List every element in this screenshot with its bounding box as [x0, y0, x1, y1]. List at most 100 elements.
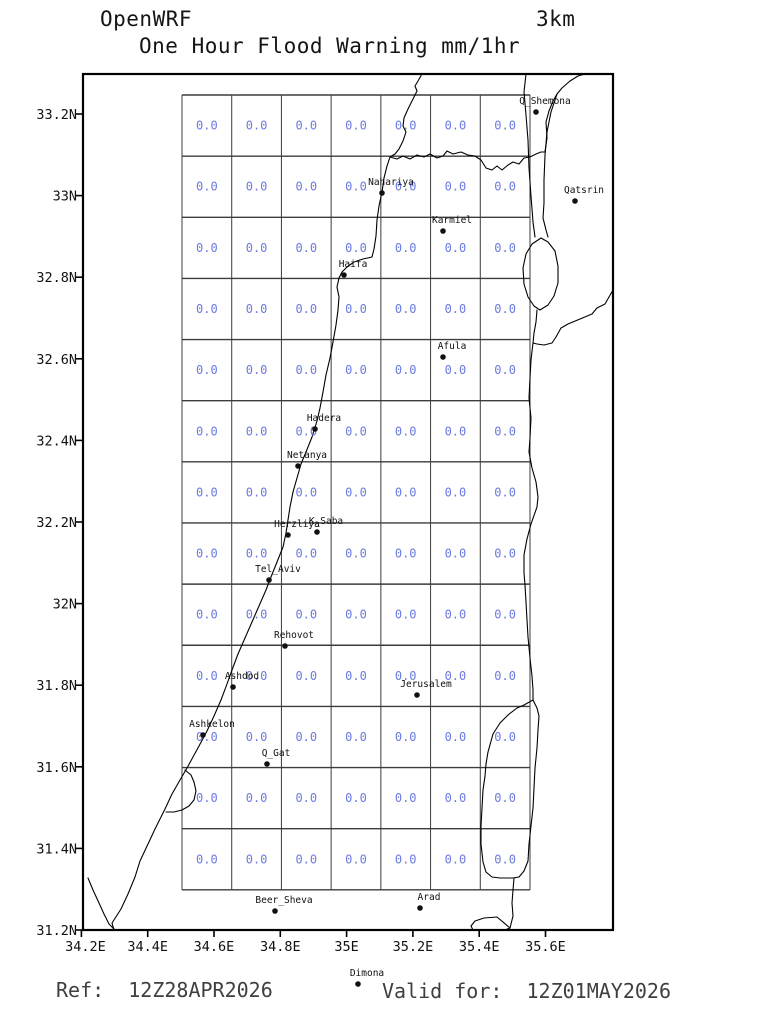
- grid-cell-value: 0.0: [345, 608, 367, 622]
- grid-cell-value: 0.0: [196, 852, 218, 866]
- grid-cell-value: 0.0: [345, 180, 367, 194]
- jordan-river-south: [523, 309, 539, 701]
- grid-cell-value: 0.0: [445, 241, 467, 255]
- grid-cell-value: 0.0: [445, 119, 467, 133]
- grid-cell-value: 0.0: [494, 363, 516, 377]
- x-tick-label: 34.6E: [194, 939, 235, 955]
- city-label: Karmiel: [432, 215, 472, 226]
- city-marker: [266, 577, 272, 583]
- grid-cell-value: 0.0: [445, 730, 467, 744]
- city-label: Haifa: [339, 259, 368, 270]
- footer-ref-time: Ref: 12Z28APR2026: [56, 978, 273, 1002]
- city-marker: [440, 354, 446, 360]
- grid-cell-value: 0.0: [494, 669, 516, 683]
- grid-cell-value: 0.0: [494, 852, 516, 866]
- city-markers: Q_Shemona Qatsrin Nahariya Karmiel Haifa Aful…: [189, 96, 604, 987]
- y-axis-labels: 33.2N 33N 32.8N 32.6N 32.4N 32.2N 32N 31.8N 31.6…: [36, 107, 77, 939]
- grid-cell-value: 0.0: [345, 669, 367, 683]
- dead-sea-west-shore: [480, 699, 534, 879]
- city-marker: [379, 190, 385, 196]
- grid-cell-value: 0.0: [295, 791, 317, 805]
- grid-cell-value: 0.0: [246, 547, 268, 561]
- city-marker: [264, 761, 270, 767]
- grid-cell-value: 0.0: [395, 791, 417, 805]
- sea-of-galilee: [522, 237, 559, 311]
- city-marker: [341, 272, 347, 278]
- x-tick-label: 35.4E: [459, 939, 500, 955]
- grid-cell-value: 0.0: [295, 852, 317, 866]
- grid-cell-value: 0.0: [246, 180, 268, 194]
- x-tick-label: 34.8E: [260, 939, 301, 955]
- x-tick-label: 34.2E: [65, 939, 106, 955]
- city-label: Q_Shemona: [519, 96, 570, 107]
- city-marker: [285, 532, 291, 538]
- city-label: Afula: [438, 341, 467, 352]
- city-marker: [282, 643, 288, 649]
- grid-cell-value: 0.0: [395, 730, 417, 744]
- grid-cell-value: 0.0: [345, 730, 367, 744]
- coastline-main: [111, 156, 391, 931]
- grid-cell-value: 0.0: [246, 669, 268, 683]
- grid-cell-value: 0.0: [295, 363, 317, 377]
- grid-cell-value: 0.0: [246, 791, 268, 805]
- x-tick-label: 35.6E: [525, 939, 566, 955]
- grid-cell-value: 0.0: [445, 547, 467, 561]
- city-label: Arad: [418, 892, 441, 903]
- grid-cell-value: 0.0: [445, 791, 467, 805]
- grid-cell-value: 0.0: [196, 669, 218, 683]
- grid-cell-value: 0.0: [395, 608, 417, 622]
- grid-cell-value: 0.0: [345, 424, 367, 438]
- y-tick-label: 32.2N: [36, 515, 77, 531]
- y-tick-label: 32.8N: [36, 270, 77, 286]
- city-label: K_Saba: [309, 516, 343, 527]
- grid-cell-value: 0.0: [494, 485, 516, 499]
- city-marker: [200, 732, 206, 738]
- y-tick-label: 31.2N: [36, 923, 77, 939]
- grid-cell-value: 0.0: [494, 547, 516, 561]
- grid-cell-value: 0.0: [494, 241, 516, 255]
- grid-cell-value: 0.0: [445, 180, 467, 194]
- grid-cell-value: 0.0: [196, 608, 218, 622]
- grid-cell-value: 0.0: [445, 302, 467, 316]
- grid-cell-value: 0.0: [345, 119, 367, 133]
- grid-cell-value: 0.0: [295, 424, 317, 438]
- grid-cell-value: 0.0: [295, 669, 317, 683]
- grid-cell-value: 0.0: [295, 730, 317, 744]
- city-label: Q_Gat: [262, 748, 291, 759]
- x-tick-label: 35E: [334, 939, 358, 955]
- grid-cell-value: 0.0: [295, 608, 317, 622]
- grid-cell-value: 0.0: [246, 363, 268, 377]
- grid-cell-value: 0.0: [246, 302, 268, 316]
- grid-cell-value: 0.0: [246, 424, 268, 438]
- city-marker: [533, 109, 539, 115]
- city-label: Netanya: [287, 450, 327, 461]
- grid-cell-value: 0.0: [445, 852, 467, 866]
- grid-cell-value: 0.0: [295, 485, 317, 499]
- grid-cell-value: 0.0: [445, 424, 467, 438]
- grid-cell-value: 0.0: [395, 241, 417, 255]
- city-label: Beer_Sheva: [255, 895, 312, 906]
- grid-cell-value: 0.0: [196, 424, 218, 438]
- grid-cell-value: 0.0: [246, 730, 268, 744]
- grid-cell-value: 0.0: [345, 547, 367, 561]
- grid-cell-value: 0.0: [345, 302, 367, 316]
- grid-cell-value: 0.0: [196, 302, 218, 316]
- city-label: Qatsrin: [564, 185, 604, 196]
- city-marker: [417, 905, 423, 911]
- grid-cell-value: 0.0: [196, 363, 218, 377]
- grid-cell-value: 0.0: [395, 852, 417, 866]
- city-label: Hadera: [307, 413, 341, 424]
- city-label: Herzliya: [274, 519, 320, 530]
- grid-cell-value: 0.0: [246, 241, 268, 255]
- grid-cell-value: 0.0: [494, 302, 516, 316]
- sinai-coast: [87, 877, 116, 931]
- grid-cell-value: 0.0: [196, 547, 218, 561]
- grid-cell-value: 0.0: [494, 180, 516, 194]
- city-label: Ashkelon: [189, 719, 235, 730]
- y-tick-label: 32.6N: [36, 352, 77, 368]
- grid-cell-value: 0.0: [295, 241, 317, 255]
- yarmouk-border: [532, 289, 614, 346]
- grid-cell-value: 0.0: [345, 791, 367, 805]
- city-marker: [230, 684, 236, 690]
